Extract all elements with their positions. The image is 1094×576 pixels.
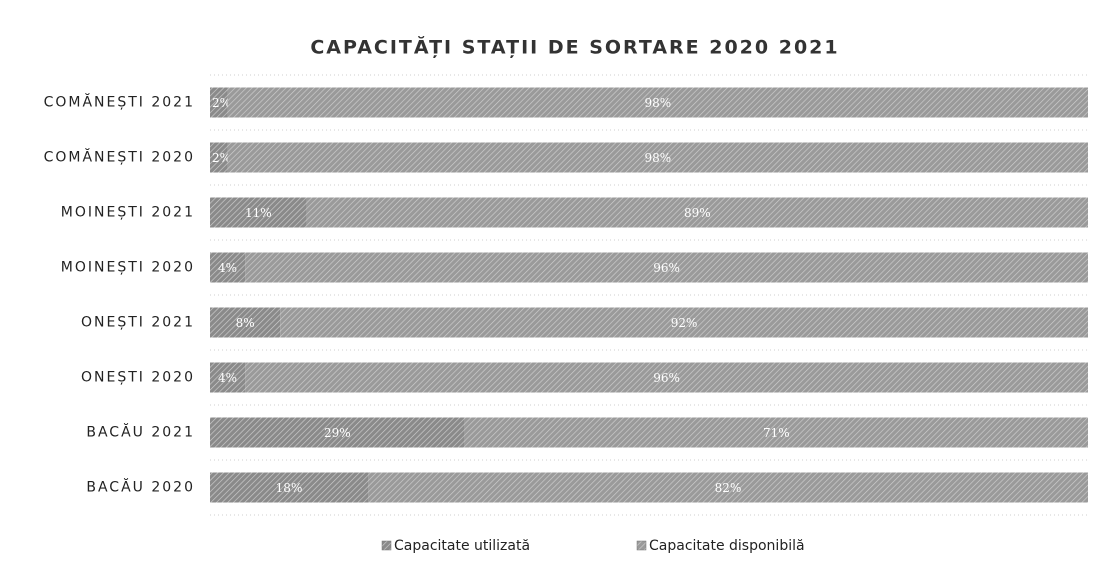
data-label: 4%: [218, 261, 237, 275]
legend-label: Capacitate utilizată: [394, 538, 530, 554]
data-label: 11%: [245, 206, 272, 220]
data-label: 98%: [644, 96, 671, 110]
data-label: 98%: [644, 151, 671, 165]
y-tick-label: BACĂU 2021: [86, 423, 195, 441]
bar-segment: [210, 472, 369, 503]
bar-segment: [210, 252, 246, 283]
data-label: 82%: [715, 481, 742, 495]
bar-segment: [245, 252, 1088, 283]
y-tick-label: MOINEȘTI 2020: [61, 260, 195, 276]
legend-swatch: [381, 540, 392, 551]
y-tick-label: MOINEȘTI 2021: [61, 205, 195, 221]
bar-segment: [210, 362, 246, 393]
y-tick-label: BACĂU 2020: [86, 478, 195, 496]
bar-segment: [210, 197, 307, 228]
y-tick-label: ONEȘTI 2021: [81, 315, 195, 331]
legend-label: Capacitate disponibilă: [649, 538, 805, 554]
data-label: 4%: [218, 371, 237, 385]
bar-segment: [210, 142, 228, 173]
bar-segment: [306, 197, 1089, 228]
y-tick-label: COMĂNEȘTI 2021: [44, 93, 195, 111]
bar-segment: [210, 307, 281, 338]
data-label: 2%: [212, 151, 231, 165]
bar-segment: [227, 87, 1088, 118]
data-label: 96%: [653, 371, 680, 385]
data-label: 92%: [671, 316, 698, 330]
data-label: 18%: [276, 481, 303, 495]
data-label: 29%: [324, 426, 351, 440]
bar-segment: [368, 472, 1088, 503]
chart-title: CAPACITĂȚI STAȚII DE SORTARE 2020 2021: [310, 35, 839, 59]
data-label: 89%: [684, 206, 711, 220]
legend-swatch: [636, 540, 647, 551]
bar-segment: [280, 307, 1088, 338]
y-tick-label: COMĂNEȘTI 2020: [44, 148, 195, 166]
data-label: 2%: [212, 96, 231, 110]
bar-segment: [464, 417, 1088, 448]
bar-segment: [210, 417, 465, 448]
bar-segment: [210, 87, 228, 118]
data-label: 71%: [763, 426, 790, 440]
data-label: 8%: [236, 316, 255, 330]
y-tick-label: ONEȘTI 2020: [81, 370, 195, 386]
bar-segment: [227, 142, 1088, 173]
data-label: 96%: [653, 261, 680, 275]
bar-segment: [245, 362, 1088, 393]
